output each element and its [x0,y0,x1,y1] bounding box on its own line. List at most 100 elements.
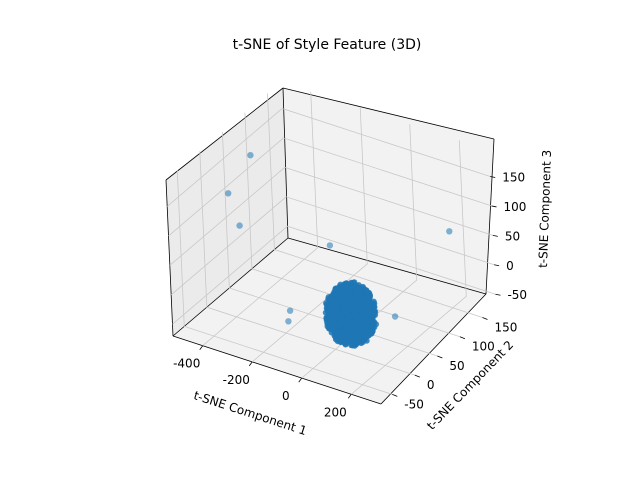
cluster-point [341,302,348,309]
cluster-point [358,310,365,317]
pane-edges [165,87,495,405]
z-tick-mark [495,293,501,296]
outlier-point [446,228,453,235]
outlier-point [285,318,292,325]
cluster-point [327,297,334,304]
cluster-point [349,334,356,341]
cluster-point [362,319,369,326]
y-tick-mark [482,317,488,320]
z-axis-label: t-SNE Component 3 [536,150,554,269]
y-gridline [244,112,461,338]
y-tick-mark [414,374,420,378]
cluster-point [366,294,373,301]
outlier-point [236,222,243,229]
z-tick-label: 50 [505,229,520,243]
x-tick-mark [298,377,303,383]
z-gridline [172,225,496,325]
x-tick-mark [199,345,204,350]
y-tick-label: -50 [404,397,424,411]
cluster-point [360,326,367,333]
cluster-point [350,300,357,307]
cluster-point [344,311,351,318]
y-axis-label: t-SNE Component 2 [424,338,516,433]
outlier-point [326,242,334,249]
z-gridline [168,137,492,237]
cluster-point [359,339,366,346]
cluster-point [368,310,375,316]
cluster-point [349,312,356,319]
cluster-point [353,316,360,323]
grid-lines [166,91,496,395]
z-gridline [169,166,493,266]
chart-title: t-SNE of Style Feature (3D) [233,37,422,53]
outlier-point [247,152,254,159]
x-tick-mark [248,361,253,367]
cluster-point [332,331,339,338]
x-gridline [202,91,319,347]
pane-back [283,88,494,294]
y-tick-label: 0 [427,378,435,392]
cluster-point [353,325,360,332]
outlier-point [225,190,232,197]
z-gridline [166,108,491,207]
x-tick-label: 0 [282,389,290,403]
cluster-point [347,324,354,331]
y-tick-mark [459,336,466,340]
x-tick-label: 200 [324,405,347,419]
x-tick-label: -200 [223,373,250,387]
z-tick-mark [492,234,498,237]
z-tick-label: 150 [502,170,525,184]
cluster-point [354,291,360,298]
cluster-point [336,301,343,307]
y-tick-label: 100 [472,340,495,354]
outlier-point [286,307,294,314]
x-gridline [301,124,418,379]
cluster-point [325,311,332,318]
z-tick-mark [491,205,497,208]
cluster-point [336,291,343,298]
z-tick-mark [494,264,500,267]
cluster-point [327,316,334,323]
z-gridline [170,196,495,296]
z-tick-label: 100 [504,200,527,214]
cluster-point [363,303,370,310]
y-tick-mark [392,394,398,397]
y-tick-label: 150 [494,321,517,335]
z-tick-label: -50 [507,288,527,302]
cluster-point [363,333,370,340]
cluster-point [337,281,344,288]
x-tick-label: -400 [173,357,200,371]
cluster-point [358,332,365,339]
y-gridline [176,170,393,395]
z-tick-label: 0 [506,259,514,273]
cluster-point [342,283,349,290]
z-tick-mark [490,176,496,178]
outlier-point [391,313,399,320]
cluster-point [353,282,360,289]
x-gridline [251,107,368,363]
scatter-points [225,152,453,349]
cluster-point [343,289,350,296]
cluster-point [341,338,348,345]
x-tick-mark [347,394,352,399]
cluster-point [344,296,351,303]
cluster-point [373,321,379,328]
cluster-point [339,317,346,324]
y-gridline [199,151,415,376]
cluster-point [340,332,346,339]
x-axis-label: t-SNE Component 1 [192,388,309,438]
cluster-point [369,300,375,307]
y-gridline [267,93,483,318]
pane-left [166,88,288,336]
cluster-point [345,329,352,336]
y-tick-mark [437,355,443,359]
cluster-point [358,296,365,303]
cluster-point [330,322,337,329]
cluster-point [333,313,340,320]
cluster-point [351,340,357,347]
y-tick-label: 50 [449,359,464,373]
x-gridline [351,140,467,395]
